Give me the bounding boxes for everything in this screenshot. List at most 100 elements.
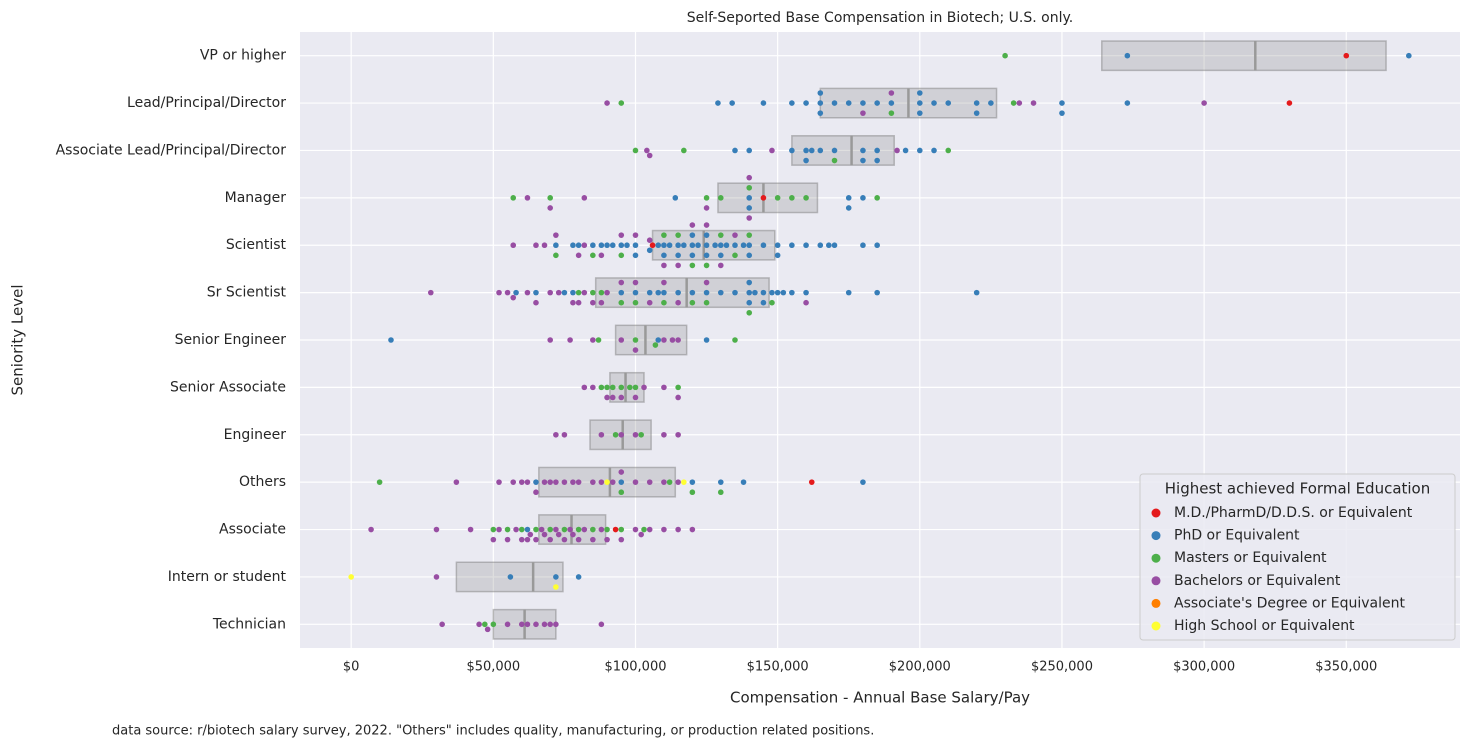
data-point — [482, 621, 488, 628]
data-point — [689, 242, 696, 249]
data-point — [598, 479, 605, 485]
data-point — [703, 289, 710, 296]
data-point — [348, 574, 354, 580]
data-point — [860, 242, 866, 249]
data-point — [661, 299, 667, 306]
data-point — [376, 479, 383, 485]
data-point — [575, 574, 582, 580]
data-point — [618, 489, 625, 496]
data-point — [723, 242, 730, 249]
data-point — [590, 242, 596, 249]
data-point — [703, 337, 710, 343]
data-point — [609, 394, 616, 401]
data-point — [604, 526, 610, 533]
y-tick-label: Senior Associate — [170, 379, 286, 395]
y-tick-label: Technician — [212, 616, 286, 632]
y-tick-label: Scientist — [226, 237, 287, 253]
data-point — [803, 289, 809, 296]
data-point — [533, 479, 539, 485]
data-point — [618, 526, 625, 533]
data-point — [760, 299, 767, 306]
data-point — [604, 536, 610, 543]
data-point — [655, 289, 662, 296]
data-point — [717, 232, 724, 238]
data-point — [760, 289, 767, 296]
y-tick-label: Sr Scientist — [207, 285, 287, 301]
data-point — [547, 526, 553, 533]
data-point — [917, 147, 923, 154]
data-point — [553, 252, 559, 259]
data-point — [524, 536, 531, 543]
data-point — [712, 242, 718, 249]
data-point — [533, 536, 539, 543]
data-point — [732, 289, 738, 296]
data-point — [590, 252, 596, 259]
data-point — [624, 242, 630, 249]
data-point — [570, 531, 576, 538]
data-point — [632, 289, 639, 296]
data-point — [561, 479, 568, 485]
data-point — [675, 394, 681, 401]
y-tick-label: Associate — [219, 522, 286, 538]
box — [717, 182, 819, 214]
data-point — [641, 384, 647, 391]
data-point — [780, 289, 787, 296]
data-point — [760, 242, 767, 249]
data-point — [632, 337, 639, 343]
data-point — [661, 232, 667, 238]
data-point — [931, 100, 937, 106]
data-point — [917, 100, 923, 106]
box — [1101, 40, 1387, 72]
legend-title: Highest achieved Formal Education — [1165, 480, 1431, 498]
data-point — [703, 279, 710, 286]
data-point — [646, 479, 653, 485]
data-point — [618, 279, 625, 286]
data-point — [675, 384, 681, 391]
data-point — [729, 100, 735, 106]
data-point — [675, 431, 681, 438]
data-point — [632, 479, 639, 485]
data-point — [945, 100, 952, 106]
data-point — [732, 337, 738, 343]
data-point — [433, 526, 440, 533]
data-point — [973, 110, 980, 116]
data-point — [547, 337, 553, 343]
data-point — [689, 262, 696, 269]
data-point — [661, 337, 667, 343]
y-tick-label: Intern or student — [168, 569, 287, 585]
data-point — [646, 289, 653, 296]
data-point — [774, 289, 781, 296]
data-point — [510, 479, 517, 485]
data-point — [1002, 52, 1008, 59]
data-point — [661, 279, 667, 286]
data-point — [888, 100, 895, 106]
data-point — [581, 526, 588, 533]
data-point — [740, 479, 747, 485]
data-point — [888, 90, 895, 96]
data-point — [1406, 52, 1412, 59]
data-point — [496, 289, 502, 296]
data-point — [513, 526, 519, 533]
legend-label: Masters or Equivalent — [1174, 550, 1327, 566]
y-tick-label: Manager — [225, 190, 287, 206]
data-point — [590, 479, 596, 485]
data-point — [627, 384, 633, 391]
data-point — [604, 384, 610, 391]
data-point — [533, 526, 539, 533]
data-point — [746, 195, 753, 201]
data-point — [902, 147, 909, 154]
data-point — [598, 242, 605, 249]
data-point — [789, 289, 795, 296]
data-point — [675, 289, 681, 296]
data-point — [675, 232, 681, 238]
data-point — [675, 479, 681, 485]
y-tick-label: Senior Engineer — [175, 332, 287, 348]
data-point — [675, 242, 681, 249]
data-point — [575, 526, 582, 533]
data-point — [527, 531, 534, 538]
data-point — [845, 195, 852, 201]
data-point — [845, 289, 852, 296]
data-point — [740, 242, 747, 249]
data-point — [774, 242, 781, 249]
data-point — [831, 100, 838, 106]
